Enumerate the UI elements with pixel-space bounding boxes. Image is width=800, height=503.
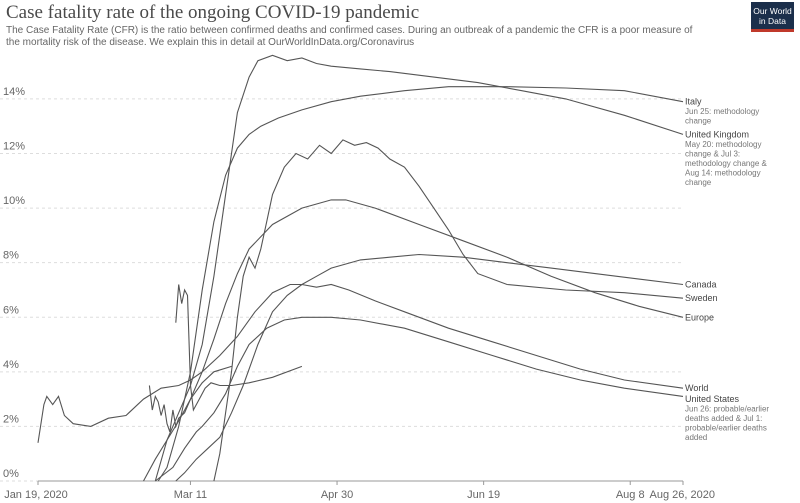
gridlines (0, 98, 683, 482)
owid-logo[interactable]: Our World in Data (751, 2, 794, 32)
series-note-line: May 20: methodology (685, 140, 762, 149)
x-tick-label: Aug 8 (616, 489, 645, 501)
y-tick-label: 4% (3, 359, 19, 371)
logo-line-2: in Data (759, 16, 786, 26)
logo-line-1: Our World (753, 6, 792, 16)
y-tick-label: 10% (3, 195, 25, 207)
y-tick-label: 6% (3, 304, 19, 316)
chart-title: Case fatality rate of the ongoing COVID-… (6, 2, 420, 23)
series-lines (37, 54, 684, 482)
series-line[interactable] (175, 284, 303, 412)
series-label-canada: Canada (685, 280, 717, 290)
y-axis: 0% 2% 4% 6% 8% 10% 12% 14% (3, 86, 25, 480)
series-label-europe: Europe (685, 312, 714, 322)
series-note-line: probable/earlier deaths (685, 424, 767, 433)
series-note-line: added (685, 433, 707, 442)
series-note-line: change (685, 117, 712, 126)
series-note-line: Aug 14: methodology (685, 168, 761, 177)
logo-accent-bar (751, 29, 794, 32)
series-line-sweden[interactable] (213, 139, 684, 482)
series-label-sweden: Sweden (685, 293, 718, 303)
series-line[interactable] (148, 365, 232, 433)
y-tick-label: 14% (3, 86, 25, 98)
series-label-world: World (685, 383, 708, 393)
series-note-line: methodology change & (685, 159, 768, 168)
series-label-italy: Italy (685, 97, 702, 107)
series-note-line: deaths added & Jul 1: (685, 414, 762, 423)
y-tick-label: 2% (3, 413, 19, 425)
y-tick-label: 0% (3, 468, 19, 480)
series-line-world[interactable] (37, 283, 684, 443)
x-axis: Jan 19, 2020 Mar 11 Apr 30 Jun 19 Aug 8 Aug 2… (4, 480, 715, 501)
series-line-canada[interactable] (175, 253, 684, 482)
series-line-united-states[interactable] (154, 316, 684, 482)
x-tick-label: Aug 26, 2020 (650, 489, 715, 501)
series-note-line: change (685, 178, 712, 187)
x-tick-label: Mar 11 (174, 489, 207, 501)
x-tick-label: Jun 19 (467, 489, 500, 501)
series-line-europe[interactable] (143, 199, 684, 482)
series-note-line: Jun 25: methodology (685, 107, 759, 116)
y-tick-label: 8% (3, 250, 19, 262)
series-note-line: Jun 26: probable/earlier (685, 405, 769, 414)
series-line-united-kingdom[interactable] (154, 54, 684, 482)
series-label-united-kingdom: United Kingdom (685, 129, 749, 139)
chart-subtitle: The Case Fatality Rate (CFR) is the rati… (6, 25, 693, 48)
y-tick-label: 12% (3, 141, 25, 153)
x-tick-label: Jan 19, 2020 (4, 489, 68, 501)
series-note-line: change & Jul 3: (685, 149, 740, 158)
x-tick-label: Apr 30 (321, 489, 353, 501)
series-label-united-states: United States (685, 394, 740, 404)
series-line-italy[interactable] (157, 86, 684, 482)
